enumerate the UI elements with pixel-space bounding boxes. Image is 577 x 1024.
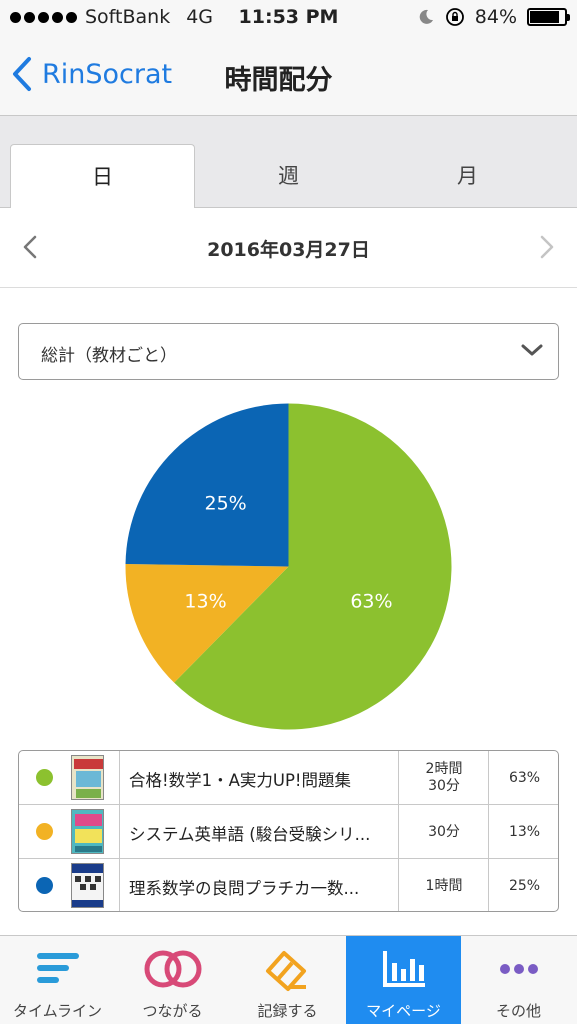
legend-row[interactable]: システム英単語 (駿台受験シリ... 30分 13% (19, 805, 558, 859)
pie-slice-math (174, 403, 452, 730)
timeline-icon (36, 953, 79, 983)
network-type: 4G (186, 6, 214, 28)
pie-label-platinum: 25% (204, 493, 246, 515)
pie-label-english: 13% (184, 590, 226, 612)
tab-record[interactable]: 記録する (230, 936, 345, 1024)
chevron-left-icon (13, 57, 31, 91)
book-cover-thumbnail (71, 755, 104, 800)
battery-percent: 84% (474, 6, 517, 28)
study-percent: 25% (508, 878, 541, 894)
tab-label: タイムライン (13, 1002, 102, 1020)
legend-table: 合格!数学1・A実力UP!問題集 2時間 30分 63% システム英単語 (駿台… (18, 750, 559, 912)
status-time: 11:53 PM (238, 6, 339, 28)
date-navigator: 2016年03月27日 (0, 208, 577, 288)
legend-row[interactable]: 合格!数学1・A実力UP!問題集 2時間 30分 63% (19, 751, 558, 805)
study-time: 2時間 30分 (425, 761, 463, 794)
more-icon (499, 964, 538, 974)
carrier-name: SoftBank (85, 6, 171, 28)
tab-label: 記録する (257, 1002, 318, 1020)
chevron-down-icon (521, 344, 543, 356)
tab-mypage[interactable]: マイページ (346, 936, 461, 1024)
tab-label: マイページ (366, 1002, 441, 1020)
previous-date-icon[interactable] (22, 234, 38, 260)
legend-color-dot (36, 877, 53, 894)
time-pie-chart: 63% 13% 25% (125, 403, 452, 730)
tab-connect[interactable]: つながる (115, 936, 230, 1024)
tab-week[interactable]: 週 (278, 164, 299, 188)
legend-color-dot (36, 823, 53, 840)
material-name: システム英単語 (駿台受験シリ... (129, 825, 371, 844)
mypage-chart-icon (382, 951, 425, 987)
connect-icon (144, 950, 201, 988)
tab-month[interactable]: 月 (457, 164, 478, 188)
tab-timeline[interactable]: タイムライン (0, 936, 115, 1024)
next-date-icon[interactable] (539, 234, 555, 260)
study-percent: 63% (508, 770, 541, 786)
study-percent: 13% (508, 824, 541, 840)
breakdown-select[interactable]: 総計（教材ごと） (18, 323, 559, 380)
legend-color-dot (36, 769, 53, 786)
study-time: 1時間 (425, 877, 463, 894)
status-bar: SoftBank 4G 11:53 PM 84% (0, 0, 577, 38)
navigation-bar: RinSocrat 時間配分 (0, 38, 577, 116)
page-title: 時間配分 (224, 65, 333, 96)
bottom-tab-bar: タイムライン つながる 記録する (0, 935, 577, 1024)
material-name: 合格!数学1・A実力UP!問題集 (129, 771, 352, 790)
current-date: 2016年03月27日 (207, 239, 370, 261)
status-right: 84% (417, 6, 570, 28)
book-cover-thumbnail (71, 863, 104, 908)
back-label: RinSocrat (42, 58, 173, 90)
rotation-lock-icon (445, 8, 464, 26)
record-icon (265, 951, 306, 991)
moon-icon (419, 9, 433, 24)
battery-icon (527, 8, 570, 26)
pie-slice-platinum (125, 403, 289, 567)
back-button[interactable]: RinSocrat (12, 56, 172, 92)
tab-day[interactable]: 日 (10, 144, 195, 209)
material-name: 理系数学の良問プラチカ一数... (129, 879, 360, 898)
tab-more[interactable]: その他 (461, 936, 576, 1024)
study-time: 30分 (428, 823, 460, 840)
tab-label: その他 (495, 1002, 541, 1020)
legend-row[interactable]: 理系数学の良問プラチカ一数... 1時間 25% (19, 859, 558, 911)
pie-slice-english (125, 563, 289, 683)
select-value: 総計（教材ごと） (41, 346, 177, 366)
signal-strength-icon (10, 11, 77, 23)
period-tabs: 日 週 月 (0, 116, 577, 209)
status-left: SoftBank 4G (10, 6, 213, 28)
book-cover-thumbnail (71, 809, 104, 854)
pie-label-math: 63% (350, 590, 392, 612)
tab-label: つながる (142, 1002, 203, 1020)
